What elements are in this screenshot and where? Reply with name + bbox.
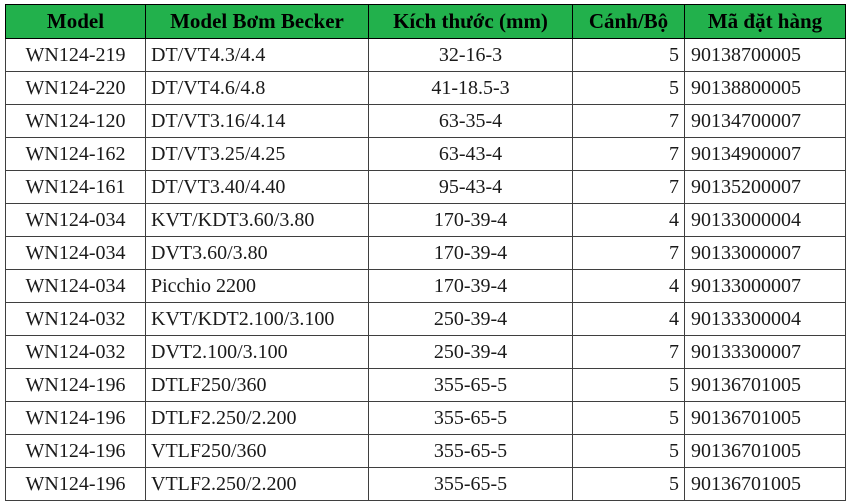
cell-model[interactable]: WN124-034 xyxy=(5,203,146,237)
table-row: WN124-220 DT/VT4.6/4.8 41-18.5-3 5 901388000… xyxy=(5,71,846,105)
cell-model[interactable]: WN124-196 xyxy=(5,401,146,435)
cell-pump-model[interactable]: DVT3.60/3.80 xyxy=(145,236,369,270)
cell-model[interactable]: WN124-034 xyxy=(5,269,146,303)
cell-model[interactable]: WN124-034 xyxy=(5,236,146,270)
cell-order-code[interactable]: 90136701005 xyxy=(684,368,846,402)
cell-dimensions[interactable]: 250-39-4 xyxy=(368,302,573,336)
cell-blades-set[interactable]: 5 xyxy=(572,401,685,435)
cell-blades-set[interactable]: 7 xyxy=(572,335,685,369)
cell-pump-model[interactable]: Picchio 2200 xyxy=(145,269,369,303)
cell-model[interactable]: WN124-162 xyxy=(5,137,146,171)
cell-pump-model[interactable]: KVT/KDT3.60/3.80 xyxy=(145,203,369,237)
cell-blades-set[interactable]: 5 xyxy=(572,434,685,468)
cell-order-code[interactable]: 90138700005 xyxy=(684,38,846,72)
cell-dimensions[interactable]: 41-18.5-3 xyxy=(368,71,573,105)
cell-order-code[interactable]: 90133000007 xyxy=(684,236,846,270)
column-header-pump-model[interactable]: Model Bơm Becker xyxy=(145,4,369,39)
cell-order-code[interactable]: 90136701005 xyxy=(684,434,846,468)
table-row: WN124-034 KVT/KDT3.60/3.80 170-39-4 4 901330… xyxy=(5,203,846,237)
cell-order-code[interactable]: 90134700007 xyxy=(684,104,846,138)
table-row: WN124-032 DVT2.100/3.100 250-39-4 7 90133300… xyxy=(5,335,846,369)
cell-model[interactable]: WN124-196 xyxy=(5,368,146,402)
cell-model[interactable]: WN124-196 xyxy=(5,467,146,501)
cell-model[interactable]: WN124-196 xyxy=(5,434,146,468)
cell-pump-model[interactable]: VTLF250/360 xyxy=(145,434,369,468)
cell-model[interactable]: WN124-032 xyxy=(5,302,146,336)
cell-dimensions[interactable]: 170-39-4 xyxy=(368,236,573,270)
cell-order-code[interactable]: 90135200007 xyxy=(684,170,846,204)
cell-dimensions[interactable]: 63-35-4 xyxy=(368,104,573,138)
cell-pump-model[interactable]: VTLF2.250/2.200 xyxy=(145,467,369,501)
cell-order-code[interactable]: 90133000007 xyxy=(684,269,846,303)
cell-blades-set[interactable]: 4 xyxy=(572,203,685,237)
cell-blades-set[interactable]: 5 xyxy=(572,71,685,105)
cell-model[interactable]: WN124-120 xyxy=(5,104,146,138)
cell-dimensions[interactable]: 170-39-4 xyxy=(368,203,573,237)
cell-blades-set[interactable]: 5 xyxy=(572,368,685,402)
table-row: WN124-161 DT/VT3.40/4.40 95-43-4 7 901352000… xyxy=(5,170,846,204)
cell-pump-model[interactable]: DVT2.100/3.100 xyxy=(145,335,369,369)
table-row: WN124-219 DT/VT4.3/4.4 32-16-3 5 90138700005 xyxy=(5,38,846,72)
cell-model[interactable]: WN124-032 xyxy=(5,335,146,369)
cell-order-code[interactable]: 90133300007 xyxy=(684,335,846,369)
cell-order-code[interactable]: 90134900007 xyxy=(684,137,846,171)
cell-dimensions[interactable]: 32-16-3 xyxy=(368,38,573,72)
cell-blades-set[interactable]: 5 xyxy=(572,38,685,72)
cell-model[interactable]: WN124-220 xyxy=(5,71,146,105)
cell-pump-model[interactable]: DTLF2.250/2.200 xyxy=(145,401,369,435)
table-row: WN124-196 VTLF250/360 355-65-5 5 90136701005 xyxy=(5,434,846,468)
cell-dimensions[interactable]: 250-39-4 xyxy=(368,335,573,369)
cell-blades-set[interactable]: 4 xyxy=(572,269,685,303)
cell-blades-set[interactable]: 5 xyxy=(572,467,685,501)
cell-dimensions[interactable]: 63-43-4 xyxy=(368,137,573,171)
cell-blades-set[interactable]: 4 xyxy=(572,302,685,336)
table-row: WN124-034 DVT3.60/3.80 170-39-4 7 9013300000… xyxy=(5,236,846,270)
cell-model[interactable]: WN124-161 xyxy=(5,170,146,204)
table-row: WN124-120 DT/VT3.16/4.14 63-35-4 7 901347000… xyxy=(5,104,846,138)
column-header-order-code[interactable]: Mã đặt hàng xyxy=(684,4,846,39)
table-row: WN124-032 KVT/KDT2.100/3.100 250-39-4 4 9013… xyxy=(5,302,846,336)
table-row: WN124-196 DTLF2.250/2.200 355-65-5 5 9013670… xyxy=(5,401,846,435)
column-header-blades-set[interactable]: Cánh/Bộ xyxy=(572,4,685,39)
column-header-dimensions[interactable]: Kích thước (mm) xyxy=(368,4,573,39)
cell-blades-set[interactable]: 7 xyxy=(572,236,685,270)
cell-pump-model[interactable]: DT/VT3.40/4.40 xyxy=(145,170,369,204)
cell-pump-model[interactable]: DT/VT4.6/4.8 xyxy=(145,71,369,105)
cell-dimensions[interactable]: 355-65-5 xyxy=(368,467,573,501)
cell-model[interactable]: WN124-219 xyxy=(5,38,146,72)
cell-blades-set[interactable]: 7 xyxy=(572,170,685,204)
header-row: Model Model Bơm Becker Kích thước (mm) C… xyxy=(5,4,846,39)
cell-order-code[interactable]: 90133000004 xyxy=(684,203,846,237)
cell-dimensions[interactable]: 95-43-4 xyxy=(368,170,573,204)
cell-dimensions[interactable]: 170-39-4 xyxy=(368,269,573,303)
column-header-model[interactable]: Model xyxy=(5,4,146,39)
cell-order-code[interactable]: 90136701005 xyxy=(684,467,846,501)
cell-order-code[interactable]: 90133300004 xyxy=(684,302,846,336)
table-row: WN124-162 DT/VT3.25/4.25 63-43-4 7 901349000… xyxy=(5,137,846,171)
product-spec-table: Model Model Bơm Becker Kích thước (mm) C… xyxy=(5,4,846,501)
cell-dimensions[interactable]: 355-65-5 xyxy=(368,401,573,435)
cell-order-code[interactable]: 90136701005 xyxy=(684,401,846,435)
table-body: WN124-219 DT/VT4.3/4.4 32-16-3 5 90138700005… xyxy=(5,38,846,501)
cell-pump-model[interactable]: DT/VT4.3/4.4 xyxy=(145,38,369,72)
cell-pump-model[interactable]: DT/VT3.16/4.14 xyxy=(145,104,369,138)
cell-pump-model[interactable]: DT/VT3.25/4.25 xyxy=(145,137,369,171)
table-row: WN124-196 DTLF250/360 355-65-5 5 90136701005 xyxy=(5,368,846,402)
cell-dimensions[interactable]: 355-65-5 xyxy=(368,434,573,468)
cell-blades-set[interactable]: 7 xyxy=(572,104,685,138)
table-header: Model Model Bơm Becker Kích thước (mm) C… xyxy=(5,4,846,39)
cell-pump-model[interactable]: KVT/KDT2.100/3.100 xyxy=(145,302,369,336)
table-row: WN124-034 Picchio 2200 170-39-4 4 9013300000… xyxy=(5,269,846,303)
cell-pump-model[interactable]: DTLF250/360 xyxy=(145,368,369,402)
cell-dimensions[interactable]: 355-65-5 xyxy=(368,368,573,402)
cell-order-code[interactable]: 90138800005 xyxy=(684,71,846,105)
table-row: WN124-196 VTLF2.250/2.200 355-65-5 5 9013670… xyxy=(5,467,846,501)
cell-blades-set[interactable]: 7 xyxy=(572,137,685,171)
